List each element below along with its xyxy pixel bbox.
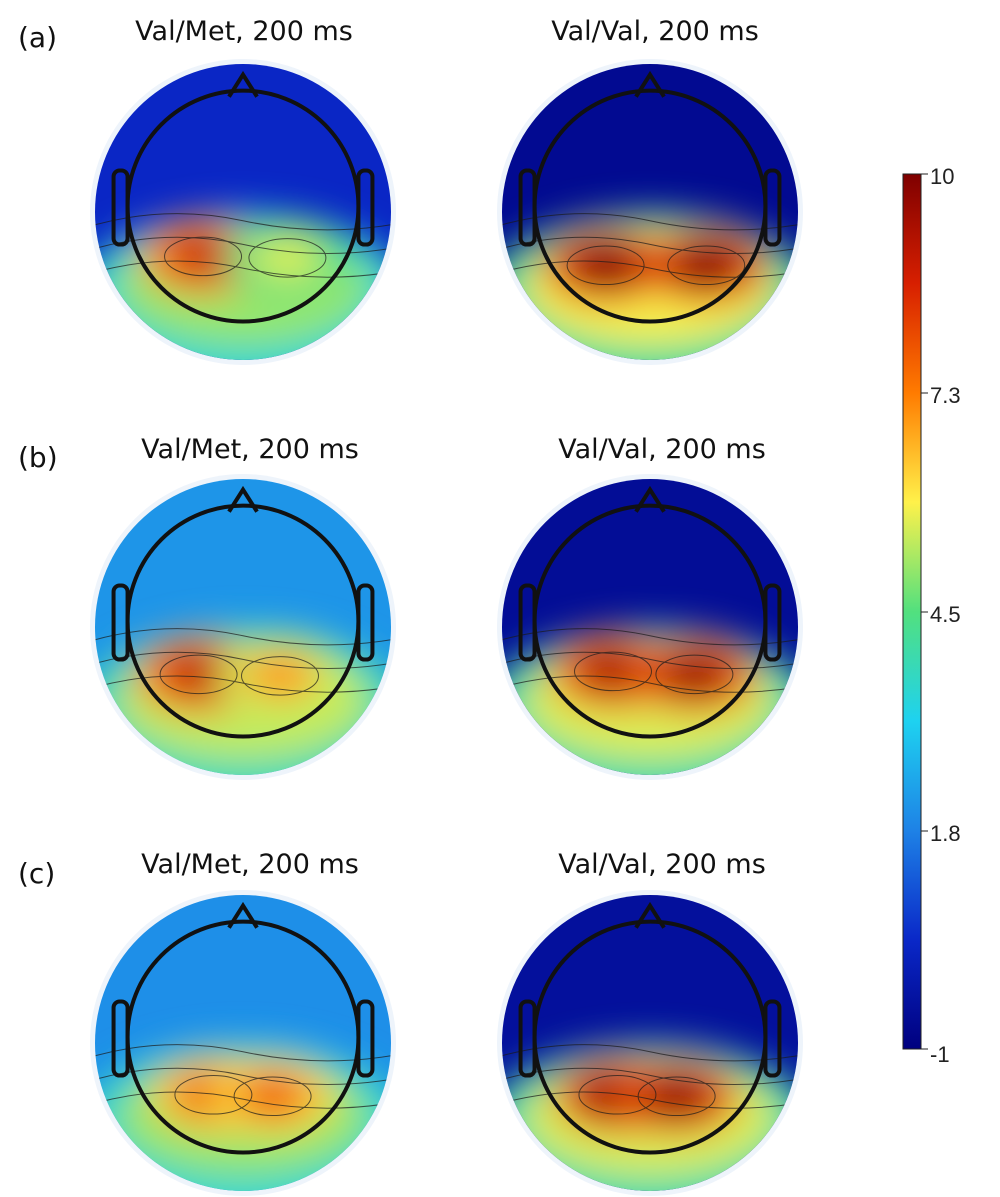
hotspot-core-1 (251, 235, 323, 281)
hotspot-core-1 (658, 652, 730, 697)
scalp-field (502, 479, 798, 775)
head-outline (518, 70, 782, 324)
hotspot-core-1 (641, 1074, 713, 1119)
colorbar: 10 7.3 4.5 1.8 -1 (902, 164, 961, 1067)
contour-hot-0 (164, 236, 243, 277)
scalp-field (95, 479, 391, 775)
colorbar-tick-minus-1: -1 (930, 1042, 950, 1067)
right-ear (356, 168, 375, 247)
nose-shape (634, 70, 666, 98)
contour-1 (95, 1067, 391, 1086)
topomap-a-left (90, 59, 396, 365)
contour-0 (95, 213, 391, 231)
contour-hot-1 (655, 654, 734, 695)
right-ear (356, 583, 375, 662)
contour-hot-0 (578, 1075, 657, 1115)
left-ear (518, 168, 537, 247)
scalp-field (95, 64, 391, 360)
nose-shape (227, 901, 259, 929)
map-title-a-left: Val/Met, 200 ms (135, 16, 353, 47)
right-ear (763, 583, 782, 662)
contour-hot-1 (667, 245, 746, 286)
contour-1 (502, 1067, 798, 1086)
hotspot-core-0 (167, 234, 239, 279)
right-ear (763, 999, 782, 1078)
colorbar-tick-10: 10 (930, 164, 954, 189)
map-title-c-right: Val/Val, 200 ms (558, 849, 766, 880)
hotspot-core-0 (570, 243, 642, 288)
nose-shape (227, 70, 259, 98)
contour-0 (502, 628, 798, 646)
nose-shape (634, 901, 666, 929)
colorbar-tick-7-3: 7.3 (930, 383, 961, 408)
contour-0 (95, 628, 391, 646)
contour-0 (502, 1044, 798, 1062)
head-outline (518, 901, 782, 1155)
left-ear (518, 583, 537, 662)
nose-shape (634, 485, 666, 513)
colorbar-tick-1-8: 1.8 (930, 821, 961, 846)
hotspot-core-0 (163, 652, 235, 697)
scalp-field (502, 64, 798, 360)
contour-hot-1 (248, 238, 327, 278)
contour-hot-0 (566, 245, 645, 286)
map-title-b-right: Val/Val, 200 ms (558, 434, 766, 465)
left-ear (111, 999, 130, 1078)
topomap-c-left (90, 890, 396, 1196)
row-label-b: (b) (18, 441, 58, 474)
map-title-c-left: Val/Met, 200 ms (141, 849, 359, 880)
topomap-b-right (497, 474, 803, 780)
nose-shape (227, 485, 259, 513)
contour-hot-1 (637, 1076, 716, 1117)
head-outline (111, 901, 375, 1155)
left-ear (111, 168, 130, 247)
right-ear (356, 999, 375, 1078)
map-title-b-left: Val/Met, 200 ms (141, 434, 359, 465)
hotspot-core-1 (670, 243, 742, 288)
row-label-c: (c) (18, 857, 55, 890)
row-label-a: (a) (18, 21, 57, 54)
contour-hot-0 (174, 1075, 253, 1115)
contour-hot-0 (574, 651, 652, 692)
map-title-a-right: Val/Val, 200 ms (551, 16, 759, 47)
contour-hot-1 (241, 656, 319, 696)
contour-hot-0 (159, 654, 238, 695)
hotspot-core-1 (237, 1074, 309, 1119)
contour-1 (95, 651, 391, 670)
left-ear (111, 583, 130, 662)
contour-0 (95, 1044, 391, 1062)
head-outline (111, 70, 375, 324)
contour-hot-1 (233, 1076, 312, 1117)
colorbar-tick-4-5: 4.5 (930, 602, 961, 627)
colorbar-gradient (902, 173, 922, 1050)
topomap-b-left (90, 474, 396, 780)
left-ear (518, 999, 537, 1078)
topomap-c-right (497, 890, 803, 1196)
contour-1 (502, 236, 798, 255)
head-outline (518, 485, 782, 739)
contour-1 (95, 236, 391, 255)
head-outline (111, 485, 375, 739)
hotspot-core-0 (577, 649, 649, 694)
contour-lines (95, 628, 391, 696)
right-ear (763, 168, 782, 247)
contour-1 (502, 651, 798, 670)
contour-0 (502, 213, 798, 231)
topomap-a-right (497, 59, 803, 365)
